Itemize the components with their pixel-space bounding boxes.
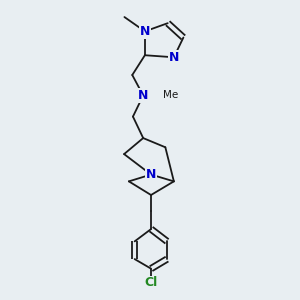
Text: N: N xyxy=(138,89,148,102)
Text: N: N xyxy=(146,168,156,181)
Text: N: N xyxy=(169,51,179,64)
Text: Me: Me xyxy=(163,91,178,100)
Text: Cl: Cl xyxy=(144,277,158,290)
Text: N: N xyxy=(140,25,150,38)
